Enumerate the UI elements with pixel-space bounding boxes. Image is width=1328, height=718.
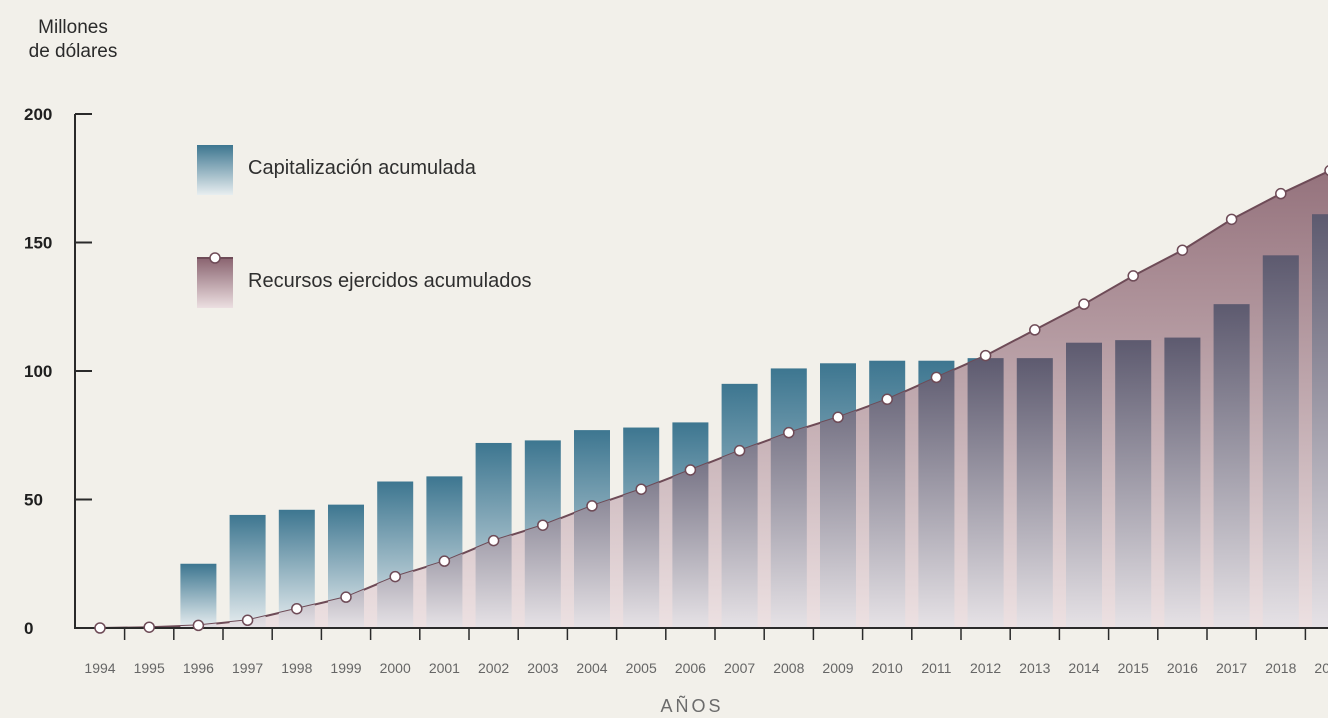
point-recursos-1995 xyxy=(143,621,155,633)
bar-overlap-2013 xyxy=(1016,358,1053,628)
y-tick-label-50: 50 xyxy=(24,491,43,510)
x-tick-label-2002: 2002 xyxy=(478,660,509,676)
x-tick-label-2019: 2019 xyxy=(1314,660,1328,676)
bar-overlap-2015 xyxy=(1115,340,1152,628)
point-recursos-2000 xyxy=(389,570,401,583)
x-tick-label-2011: 2011 xyxy=(921,660,951,676)
bar-overlap-2014 xyxy=(1066,342,1102,628)
bar-overlap-2017 xyxy=(1213,304,1250,628)
x-tick-label-2015: 2015 xyxy=(1118,660,1149,676)
point-recursos-2005 xyxy=(635,483,647,495)
x-tick-label-2008: 2008 xyxy=(773,660,804,676)
x-tick-label-2012: 2012 xyxy=(970,660,1001,676)
point-recursos-2015 xyxy=(1127,270,1139,282)
bar-overlap-2016 xyxy=(1164,337,1201,628)
x-tick-label-2003: 2003 xyxy=(527,660,558,676)
x-tick-label-2014: 2014 xyxy=(1068,660,1099,676)
bar-overlap-2012 xyxy=(967,358,1004,628)
x-tick-label-2000: 2000 xyxy=(380,660,411,676)
x-tick-label-2004: 2004 xyxy=(576,660,607,676)
y-tick-label-0: 0 xyxy=(24,619,33,638)
legend-label-capitalizacion: Capitalización acumulada xyxy=(248,157,476,179)
point-recursos-2007 xyxy=(733,444,746,457)
bar-overlap-2018 xyxy=(1262,255,1299,628)
legend xyxy=(197,145,233,308)
x-tick-label-1996: 1996 xyxy=(183,660,214,676)
point-recursos-2017 xyxy=(1225,213,1238,226)
x-tick-label-2010: 2010 xyxy=(872,660,903,676)
x-tick-label-1994: 1994 xyxy=(84,660,115,676)
bar-capitalizacion-1997 xyxy=(229,514,266,628)
x-tick-label-1995: 1995 xyxy=(134,660,165,676)
point-recursos-1994 xyxy=(94,622,106,634)
legend-swatch-recursos xyxy=(197,258,233,308)
x-tick-label-1999: 1999 xyxy=(330,660,361,676)
x-tick-label-2017: 2017 xyxy=(1216,660,1247,676)
point-recursos-2011 xyxy=(930,371,943,384)
point-recursos-2009 xyxy=(832,411,844,424)
y-axis-label-line-1: Millones xyxy=(38,17,108,38)
y-axis-label: Millones de dólares xyxy=(18,16,128,64)
bar-overlap-2010 xyxy=(869,360,906,628)
bar-overlap-2019 xyxy=(1312,214,1328,629)
point-recursos-2002 xyxy=(487,534,500,547)
point-recursos-2008 xyxy=(783,426,795,439)
point-recursos-1997 xyxy=(241,614,254,627)
x-tick-label-2007: 2007 xyxy=(724,660,755,676)
point-recursos-2014 xyxy=(1078,298,1090,310)
x-tick-label-2013: 2013 xyxy=(1019,660,1050,676)
x-tick-label-2016: 2016 xyxy=(1167,660,1198,676)
x-axis-title: AÑOS xyxy=(660,696,724,716)
point-recursos-2019 xyxy=(1324,165,1328,176)
point-recursos-2004 xyxy=(586,500,598,512)
recursos-markers xyxy=(94,165,1328,634)
point-recursos-2012 xyxy=(979,349,992,362)
point-recursos-2006 xyxy=(684,464,697,476)
point-recursos-2013 xyxy=(1029,324,1041,336)
bar-capitalizacion-1996 xyxy=(180,563,217,628)
point-recursos-2003 xyxy=(537,519,549,531)
y-tick-label-100: 100 xyxy=(24,362,52,381)
point-recursos-1999 xyxy=(340,591,352,603)
point-recursos-2001 xyxy=(438,555,451,567)
x-tick-label-2006: 2006 xyxy=(675,660,706,676)
legend-swatch-capitalizacion xyxy=(197,145,233,195)
legend-marker-recursos xyxy=(209,252,221,264)
x-tick-label-1997: 1997 xyxy=(232,660,263,676)
x-tick-label-1998: 1998 xyxy=(281,660,312,676)
point-recursos-2010 xyxy=(881,393,893,406)
y-tick-label-200: 200 xyxy=(24,105,52,124)
x-tick-label-2009: 2009 xyxy=(822,660,853,676)
point-recursos-2016 xyxy=(1176,244,1189,256)
y-tick-label-150: 150 xyxy=(24,234,52,253)
point-recursos-2018 xyxy=(1275,187,1287,200)
axes: 0 50 100 150 200 1994 1995 1996 1997 1998 1999 2000… xyxy=(24,105,1328,676)
point-recursos-1996 xyxy=(192,619,205,632)
x-tick-label-2001: 2001 xyxy=(429,660,460,676)
y-axis-label-line-2: de dólares xyxy=(28,41,118,62)
point-recursos-1998 xyxy=(291,602,303,615)
bar-overlap-2011 xyxy=(918,360,955,628)
legend-label-recursos: Recursos ejercidos acumulados xyxy=(248,270,532,292)
x-tick-label-2018: 2018 xyxy=(1265,660,1296,676)
x-tick-label-2005: 2005 xyxy=(626,660,657,676)
